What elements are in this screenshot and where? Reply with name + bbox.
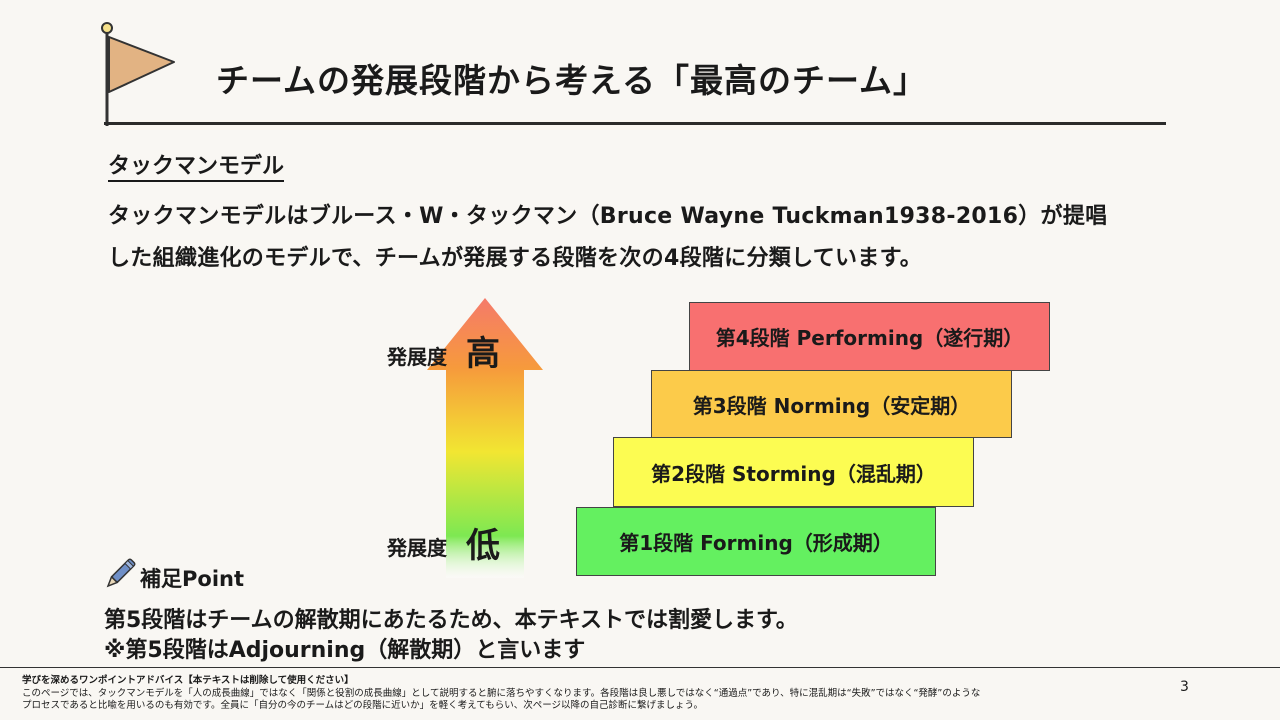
stage-3-box: 第3段階 Norming（安定期） bbox=[651, 370, 1012, 438]
axis-low-value: 低 bbox=[466, 526, 500, 566]
title-underline bbox=[104, 122, 1166, 125]
footer-text: プロセスであると比喩を用いるのも有効です。全員に「自分の今のチームはどの段階に近… bbox=[22, 700, 703, 711]
pen-icon bbox=[106, 558, 136, 588]
point-line: 第5段階はチームの解散期にあたるため、本テキストでは割愛します。 bbox=[104, 608, 798, 633]
footer-heading: 学びを深めるワンポイントアドバイス【本テキストは削除して使用ください】 bbox=[22, 675, 354, 686]
footer-text: このページでは、タックマンモデルを「人の成長曲線」ではなく「関係と役割の成長曲線… bbox=[22, 688, 981, 699]
flag-icon bbox=[101, 22, 175, 126]
point-line: ※第5段階はAdjourning（解散期）と言います bbox=[104, 638, 586, 663]
stage-4-box: 第4段階 Performing（遂行期） bbox=[689, 302, 1050, 371]
axis-high-label: 発展度 bbox=[387, 345, 447, 369]
stage-2-box: 第2段階 Storming（混乱期） bbox=[613, 437, 974, 507]
footer-divider bbox=[0, 667, 1280, 668]
section-label: タックマンモデル bbox=[108, 154, 285, 182]
description-line: した組織進化のモデルで、チームが発展する段階を次の4段階に分類しています。 bbox=[108, 246, 923, 271]
development-arrow bbox=[427, 298, 543, 578]
description-line: タックマンモデルはブルース・W・タックマン（Bruce Wayne Tuckma… bbox=[108, 204, 1108, 229]
axis-low-label: 発展度 bbox=[387, 536, 447, 560]
axis-high-value: 高 bbox=[466, 334, 500, 374]
stage-1-box: 第1段階 Forming（形成期） bbox=[576, 507, 936, 576]
point-label: 補足Point bbox=[140, 567, 245, 591]
page-title: チームの発展段階から考える「最高のチーム」 bbox=[216, 61, 928, 100]
page-number: 3 bbox=[1180, 679, 1189, 695]
